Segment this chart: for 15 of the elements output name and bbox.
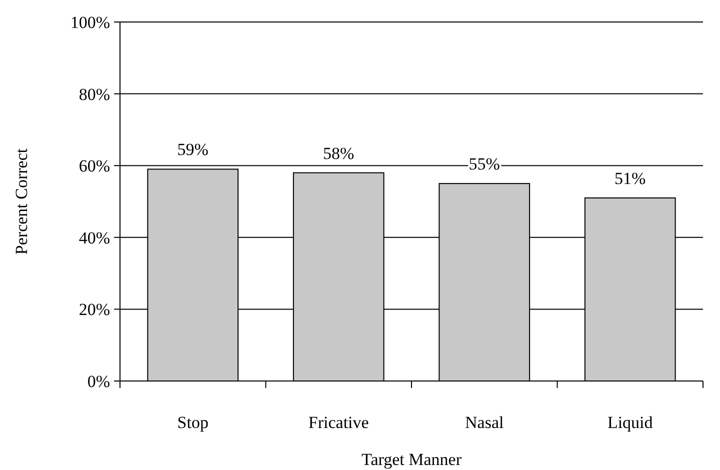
- x-tick-label: Nasal: [465, 413, 504, 432]
- y-tick-label: 100%: [70, 12, 110, 32]
- y-axis-title: Percent Correct: [12, 148, 31, 255]
- y-tick-label: 40%: [78, 228, 110, 248]
- x-tick-label: Fricative: [308, 413, 369, 432]
- y-tick-label: 0%: [87, 372, 110, 391]
- y-tick-label: 80%: [78, 84, 110, 104]
- y-tick-label: 20%: [78, 300, 110, 320]
- y-tick-label: 60%: [78, 156, 110, 176]
- data-label: 59%: [177, 140, 208, 160]
- data-label: 51%: [614, 168, 646, 188]
- x-axis-title: Target Manner: [362, 450, 462, 469]
- x-tick-label: Stop: [177, 413, 208, 432]
- data-label: 58%: [323, 144, 354, 163]
- x-tick-label: Liquid: [607, 413, 654, 432]
